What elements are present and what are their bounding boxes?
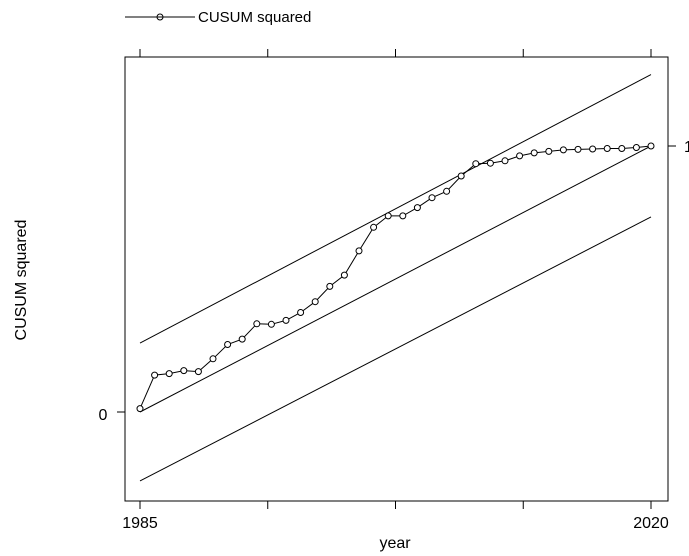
diagonal-line <box>139 145 652 413</box>
cusum-point-1994 <box>267 320 275 328</box>
cusum-point-2013 <box>545 147 553 155</box>
x-tick-label-1985: 1985 <box>122 515 158 532</box>
cusum-point-2016 <box>589 145 597 153</box>
cusum-point-2011 <box>516 152 524 160</box>
plot-frame <box>124 56 669 502</box>
cusum-point-2003 <box>399 212 407 220</box>
cusum-point-1989 <box>194 368 202 376</box>
legend-marker <box>156 13 164 21</box>
y-tick-label-left-0: 0 <box>99 407 108 424</box>
lower-bound-line <box>139 216 652 482</box>
cusum-point-2010 <box>501 157 509 165</box>
cusum-point-1999 <box>340 271 348 279</box>
y-axis-title: CUSUM squared <box>13 220 30 341</box>
cusum-point-2008 <box>472 160 480 168</box>
cusum-point-2018 <box>618 145 626 152</box>
cusum-point-2017 <box>603 145 611 152</box>
upper-bound-line <box>139 74 652 344</box>
cusum-point-1992 <box>238 335 246 343</box>
legend: CUSUM squared <box>125 9 311 26</box>
cusum-point-1991 <box>224 341 232 348</box>
axis-ticks <box>117 49 676 509</box>
cusum-point-2006 <box>443 187 451 195</box>
cusum-point-1996 <box>297 309 305 316</box>
cusum-point-2019 <box>632 144 640 151</box>
cusum-point-2012 <box>530 149 538 157</box>
cusum-point-1997 <box>311 298 319 306</box>
cusum-point-1985 <box>136 405 144 413</box>
legend-label: CUSUM squared <box>198 9 311 26</box>
cusum-point-1986 <box>151 371 159 379</box>
cusum-point-2000 <box>355 247 363 255</box>
cusum-point-1988 <box>180 367 188 375</box>
cusum-point-1990 <box>209 355 217 363</box>
cusum-point-1987 <box>165 370 173 378</box>
cusum-series <box>136 142 655 413</box>
bound-lines <box>139 74 652 482</box>
cusum-point-2005 <box>428 194 436 202</box>
cusum-point-2015 <box>574 145 582 153</box>
cusum-point-2007 <box>457 172 465 180</box>
y-tick-label-right-1: 1 <box>684 139 689 156</box>
x-tick-label-2020: 2020 <box>633 515 669 532</box>
cusum-point-2004 <box>413 204 421 212</box>
cusum-point-1998 <box>326 282 334 290</box>
cusum-point-2014 <box>559 146 567 154</box>
cusum-point-2009 <box>486 159 494 167</box>
cusum-point-1995 <box>282 316 290 324</box>
cusum-point-2001 <box>370 223 378 231</box>
cusum-point-2002 <box>384 212 392 220</box>
x-axis-title: year <box>379 535 411 552</box>
cusum-point-1993 <box>253 320 261 328</box>
cusum-point-2020 <box>647 142 655 150</box>
